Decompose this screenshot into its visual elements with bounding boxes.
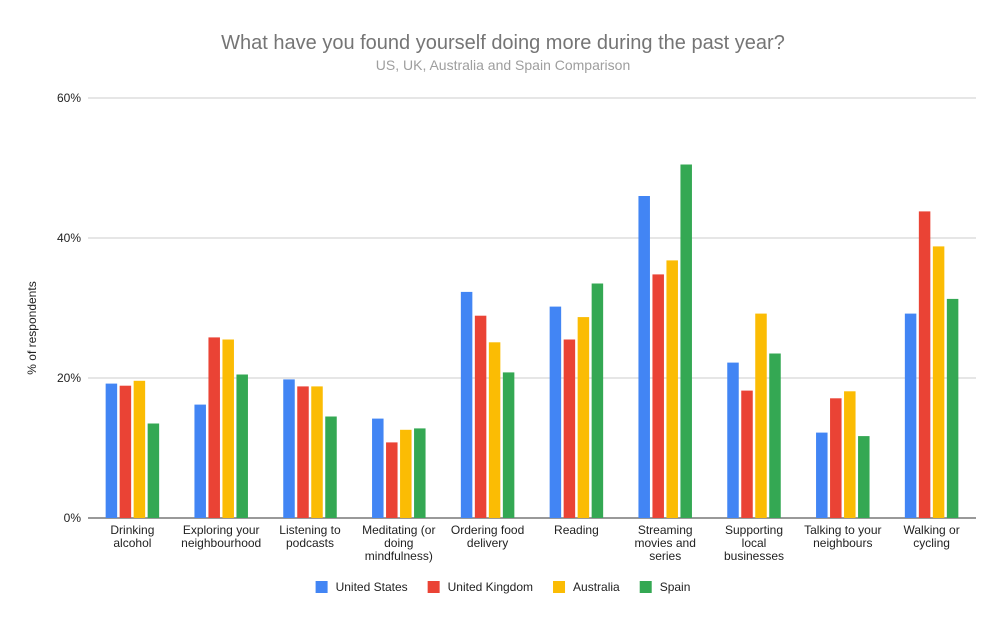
legend-label: United Kingdom [448, 580, 533, 594]
gridlines: 0% 20% 40% 60% [57, 91, 976, 525]
y-tick-label: 60% [57, 91, 81, 105]
chart-subtitle: US, UK, Australia and Spain Comparison [376, 57, 630, 73]
bar [652, 274, 664, 518]
bar [311, 386, 323, 518]
bar [222, 339, 234, 518]
bar [414, 428, 426, 518]
y-axis-label: % of respondents [25, 281, 39, 374]
bar [638, 196, 650, 518]
bar [932, 246, 945, 518]
bar [105, 383, 118, 518]
bar [133, 380, 146, 518]
bar [816, 432, 828, 518]
x-tick-label: Meditating (or doing mindfulness) [362, 523, 435, 563]
bar [208, 337, 220, 518]
bar [830, 398, 842, 518]
legend-label: Spain [660, 580, 691, 594]
x-tick-label: Streaming movies and series [635, 523, 696, 563]
bar [946, 298, 959, 518]
bar [386, 442, 398, 518]
bar [858, 436, 870, 518]
bar [741, 390, 753, 518]
y-tick-label: 40% [57, 231, 81, 245]
bar [755, 313, 767, 518]
y-tick-label: 20% [57, 371, 81, 385]
bar [236, 374, 248, 518]
x-tick-label: Reading [554, 523, 599, 537]
bar [680, 164, 692, 518]
bar [727, 362, 739, 518]
bar [549, 306, 562, 518]
x-tick-label: Exploring your neighbourhood [181, 523, 261, 550]
bar [502, 372, 515, 518]
legend-swatch [639, 581, 652, 593]
y-tick-label: 0% [64, 511, 82, 525]
bar [147, 423, 160, 518]
x-tick-label: Listening to podcasts [279, 523, 341, 550]
x-tick-label: Talking to your neighbours [804, 523, 881, 550]
x-tick-labels: Drinking alcohol Exploring your neighbourho… [110, 523, 959, 563]
bar [325, 416, 337, 518]
bars [105, 164, 959, 518]
bar [577, 317, 590, 518]
legend-swatch [553, 581, 566, 593]
bar [283, 379, 295, 518]
bar [474, 315, 487, 518]
bar [119, 385, 132, 518]
bar [769, 353, 781, 518]
legend: United States United Kingdom Australia Spai… [315, 580, 691, 594]
bar [400, 429, 412, 518]
x-tick-label: Walking or cycling [903, 523, 959, 550]
bar [591, 283, 604, 518]
bar [297, 386, 309, 518]
bar [488, 342, 501, 518]
bar [563, 339, 576, 518]
chart-title: What have you found yourself doing more … [221, 32, 785, 54]
legend-label: Australia [573, 580, 620, 594]
x-tick-label: Supporting local businesses [724, 523, 784, 563]
bar [844, 391, 856, 518]
x-tick-label: Drinking alcohol [110, 523, 154, 550]
legend-label: United States [336, 580, 408, 594]
bar [918, 211, 931, 518]
bar [372, 418, 384, 518]
bar [194, 404, 206, 518]
bar [666, 260, 678, 518]
x-tick-label: Ordering food delivery [451, 523, 524, 550]
legend-swatch [427, 581, 440, 593]
legend-swatch [315, 581, 328, 593]
bar [904, 313, 917, 518]
bar [460, 291, 473, 518]
